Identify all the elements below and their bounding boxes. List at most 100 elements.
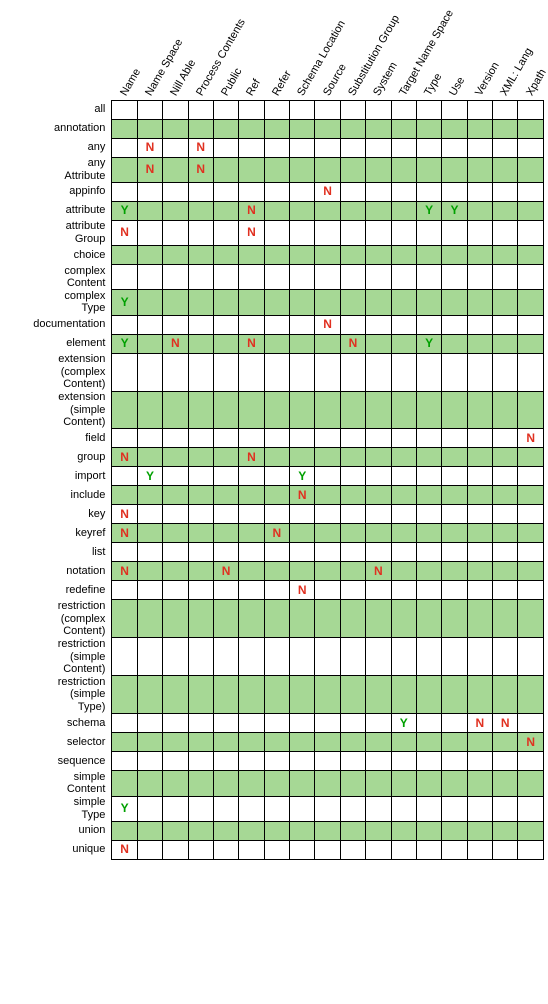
matrix-cell — [137, 600, 162, 638]
matrix-cell — [264, 334, 289, 353]
matrix-cell: Y — [112, 334, 137, 353]
matrix-cell — [188, 600, 213, 638]
matrix-cell — [315, 391, 340, 429]
matrix-cell — [493, 505, 518, 524]
matrix-cell — [188, 467, 213, 486]
matrix-cell — [188, 505, 213, 524]
matrix-cell — [290, 840, 315, 859]
matrix-cell — [518, 505, 544, 524]
row-header: import — [4, 467, 112, 486]
table-row: selectorN — [4, 733, 544, 752]
matrix-cell — [493, 840, 518, 859]
matrix-cell — [416, 157, 441, 182]
matrix-cell — [340, 821, 365, 840]
matrix-cell — [264, 157, 289, 182]
table-row: choice — [4, 246, 544, 265]
matrix-cell — [442, 334, 467, 353]
matrix-cell — [315, 467, 340, 486]
matrix-cell — [416, 562, 441, 581]
matrix-cell — [213, 220, 238, 245]
matrix-cell — [188, 265, 213, 290]
matrix-cell — [213, 796, 238, 821]
matrix-cell — [137, 771, 162, 796]
matrix-cell — [493, 391, 518, 429]
matrix-cell — [188, 581, 213, 600]
matrix-cell — [442, 182, 467, 201]
matrix-cell — [340, 676, 365, 714]
matrix-cell — [239, 119, 264, 138]
matrix-cell — [239, 752, 264, 771]
matrix-cell — [340, 391, 365, 429]
matrix-cell — [188, 821, 213, 840]
matrix-cell — [112, 543, 137, 562]
matrix-cell — [290, 821, 315, 840]
matrix-cell — [366, 315, 391, 334]
column-header: Nill Able — [163, 4, 188, 100]
matrix-cell — [467, 840, 492, 859]
row-header: group — [4, 448, 112, 467]
matrix-cell — [518, 119, 544, 138]
row-header: simpleType — [4, 796, 112, 821]
no-marker: N — [298, 488, 307, 502]
matrix-cell — [416, 796, 441, 821]
matrix-cell — [518, 448, 544, 467]
matrix-cell — [340, 138, 365, 157]
matrix-cell — [442, 562, 467, 581]
matrix-cell — [290, 265, 315, 290]
matrix-cell — [518, 182, 544, 201]
matrix-cell — [366, 524, 391, 543]
matrix-cell — [315, 581, 340, 600]
matrix-cell — [391, 467, 416, 486]
table-row: simpleType Y — [4, 796, 544, 821]
yes-marker: Y — [121, 203, 129, 217]
matrix-cell — [239, 581, 264, 600]
matrix-cell — [137, 334, 162, 353]
matrix-cell — [416, 524, 441, 543]
matrix-cell — [137, 353, 162, 391]
matrix-cell — [416, 771, 441, 796]
matrix-cell — [112, 467, 137, 486]
row-header: extension(complexContent) — [4, 353, 112, 391]
matrix-cell — [366, 157, 391, 182]
table-row: redefineN — [4, 581, 544, 600]
matrix-cell: Y — [416, 201, 441, 220]
matrix-cell: N — [290, 581, 315, 600]
matrix-cell — [290, 246, 315, 265]
matrix-cell: N — [239, 220, 264, 245]
matrix-cell — [213, 714, 238, 733]
table-row: extension(complexContent) — [4, 353, 544, 391]
matrix-cell — [290, 796, 315, 821]
matrix-cell — [188, 220, 213, 245]
matrix-cell — [442, 100, 467, 119]
matrix-cell — [315, 771, 340, 796]
matrix-cell — [290, 334, 315, 353]
matrix-cell — [518, 486, 544, 505]
row-header: documentation — [4, 315, 112, 334]
matrix-cell — [467, 524, 492, 543]
matrix-cell — [239, 733, 264, 752]
matrix-cell — [416, 265, 441, 290]
table-row: list — [4, 543, 544, 562]
matrix-cell — [290, 505, 315, 524]
matrix-cell — [112, 182, 137, 201]
matrix-cell — [442, 315, 467, 334]
matrix-cell — [467, 676, 492, 714]
row-header: any — [4, 138, 112, 157]
matrix-cell — [213, 138, 238, 157]
matrix-cell — [442, 771, 467, 796]
matrix-cell — [416, 353, 441, 391]
matrix-cell — [239, 562, 264, 581]
yes-marker: Y — [121, 801, 129, 815]
matrix-cell — [213, 246, 238, 265]
matrix-cell — [416, 429, 441, 448]
matrix-cell — [163, 676, 188, 714]
matrix-cell — [137, 752, 162, 771]
matrix-cell — [340, 771, 365, 796]
matrix-cell — [239, 246, 264, 265]
table-row: includeN — [4, 486, 544, 505]
matrix-cell — [467, 733, 492, 752]
matrix-cell — [518, 315, 544, 334]
matrix-cell — [391, 334, 416, 353]
matrix-cell — [213, 334, 238, 353]
matrix-cell — [239, 638, 264, 676]
